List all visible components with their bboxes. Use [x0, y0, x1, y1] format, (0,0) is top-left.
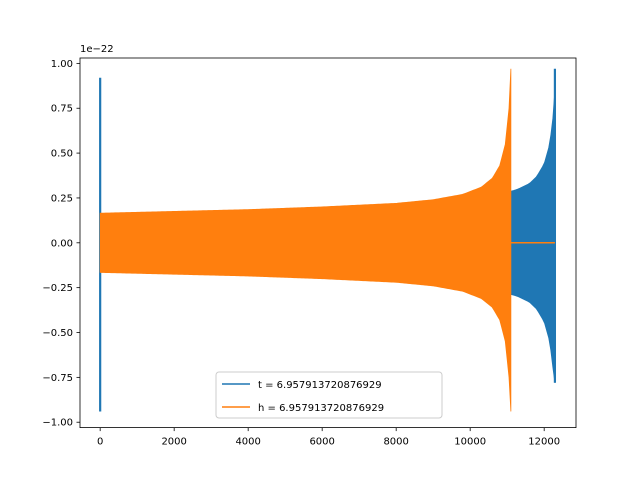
y-tick-label: −0.25 [42, 283, 73, 294]
y-tick-label: 0.75 [51, 104, 73, 115]
y-tick-label: 0.25 [51, 193, 73, 204]
x-tick-label: 6000 [309, 437, 334, 448]
series-1 [99, 68, 555, 412]
y-tick-label: −0.50 [42, 328, 73, 339]
plot-area [99, 68, 557, 412]
series-1-oscillation-band [99, 68, 512, 412]
legend-label-h: h = 6.957913720876929 [258, 403, 384, 414]
x-tick-label: 0 [97, 437, 103, 448]
y-tick-label: 0.00 [51, 238, 73, 249]
x-tick-label: 2000 [161, 437, 186, 448]
y-tick-label: −0.75 [42, 373, 73, 384]
legend-label-t: t = 6.957913720876929 [258, 380, 382, 391]
y-tick-label: 0.50 [51, 149, 73, 160]
y-tick-label: −1.00 [42, 418, 73, 429]
legend-box [215, 371, 443, 419]
x-tick-label: 12000 [528, 437, 560, 448]
y-axis: 1.00 0.75 0.50 0.25 0.00 −0.25 −0.50 −0.75 −1.00 [42, 59, 80, 429]
x-tick-label: 4000 [235, 437, 260, 448]
legend: t = 6.957913720876929 h = 6.957913720876… [215, 371, 443, 419]
x-axis: 0 2000 4000 6000 8000 10000 12000 [97, 427, 560, 448]
y-offset-label: 1e−22 [80, 44, 114, 55]
y-tick-label: 1.00 [51, 59, 73, 70]
x-tick-label: 10000 [454, 437, 486, 448]
x-tick-label: 8000 [383, 437, 408, 448]
